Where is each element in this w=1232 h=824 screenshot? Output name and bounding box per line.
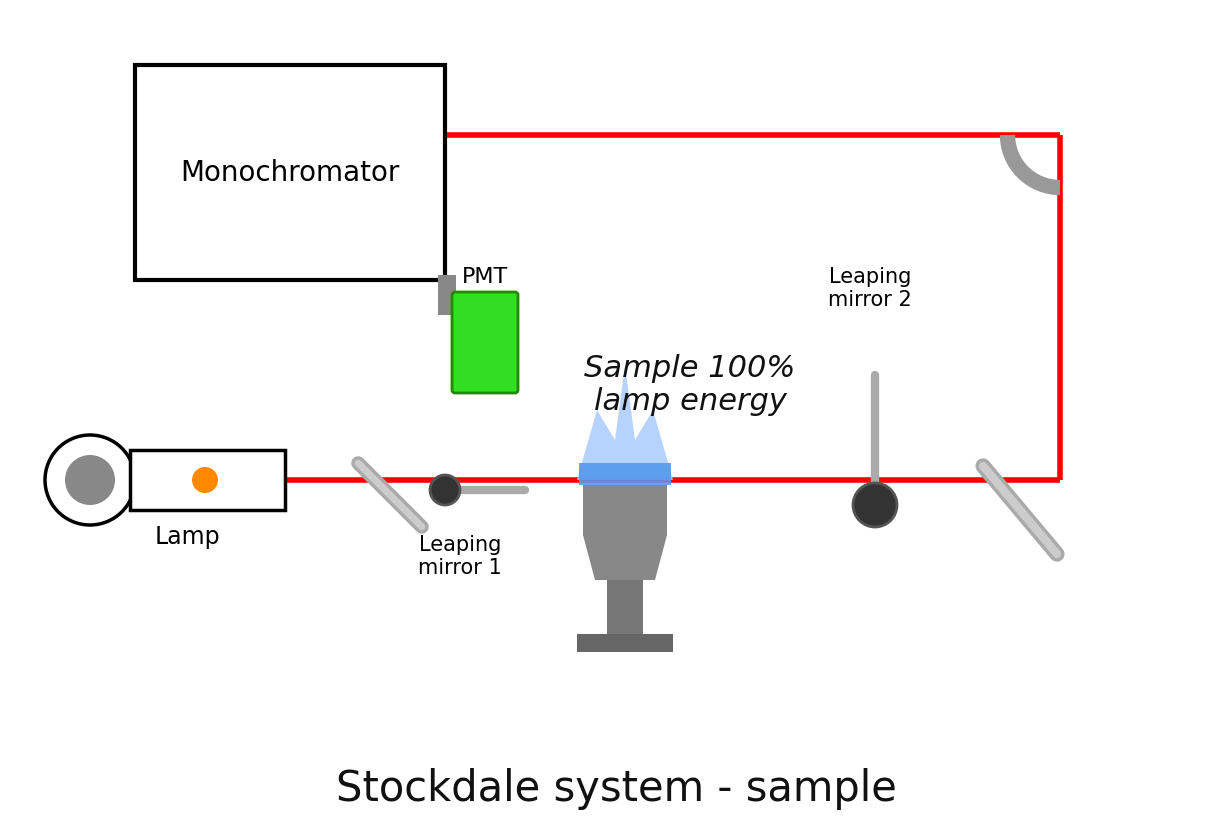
Bar <box>577 634 673 652</box>
Circle shape <box>65 455 115 505</box>
FancyBboxPatch shape <box>452 292 517 393</box>
Polygon shape <box>583 535 667 580</box>
Bar <box>579 463 671 485</box>
Circle shape <box>430 475 460 505</box>
Text: Leaping
mirror 1: Leaping mirror 1 <box>418 535 501 578</box>
Bar <box>439 275 456 315</box>
Circle shape <box>192 467 218 493</box>
Text: Lamp: Lamp <box>155 525 221 549</box>
Bar <box>136 65 445 280</box>
Text: Stockdale system - sample: Stockdale system - sample <box>335 768 897 810</box>
Text: Leaping
mirror 2: Leaping mirror 2 <box>828 267 912 310</box>
Text: Monochromator: Monochromator <box>180 158 399 186</box>
Bar <box>131 450 285 510</box>
Circle shape <box>46 435 136 525</box>
Bar <box>583 485 667 535</box>
Circle shape <box>853 483 897 527</box>
Bar <box>607 580 643 635</box>
Text: PMT: PMT <box>462 267 508 287</box>
Polygon shape <box>577 365 673 480</box>
Text: Sample 100%
lamp energy: Sample 100% lamp energy <box>584 353 796 416</box>
